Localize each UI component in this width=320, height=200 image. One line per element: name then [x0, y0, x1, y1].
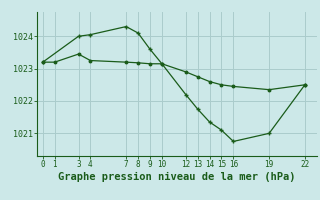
X-axis label: Graphe pression niveau de la mer (hPa): Graphe pression niveau de la mer (hPa): [58, 172, 296, 182]
